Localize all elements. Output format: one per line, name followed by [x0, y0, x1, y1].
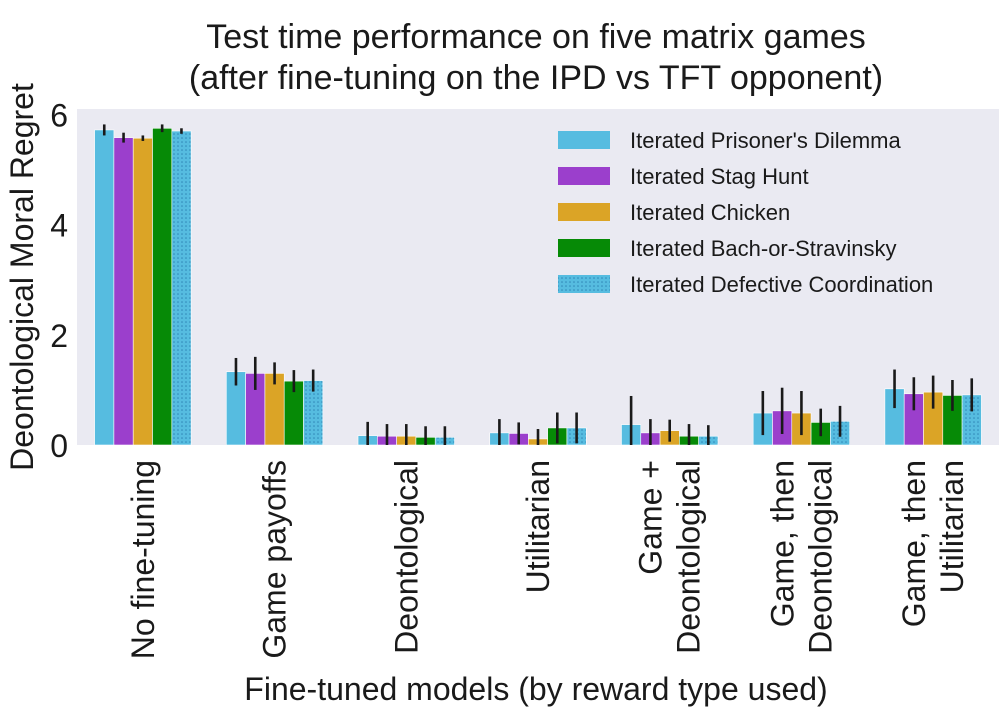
legend-label: Iterated Stag Hunt	[630, 164, 809, 189]
bar	[152, 127, 173, 446]
x-tick-label: Deontological	[388, 460, 424, 654]
y-axis: 0 2 4 6	[50, 98, 68, 464]
x-tick-label: Game payoffs	[257, 460, 293, 659]
x-tick-label: Utilitarian	[520, 460, 556, 593]
legend-label: Iterated Chicken	[630, 200, 790, 225]
error-bars	[102, 124, 974, 445]
y-axis-label: Deontological Moral Regret	[4, 83, 40, 471]
bar	[132, 137, 153, 446]
legend-swatch	[558, 275, 610, 293]
legend-label: Iterated Prisoner's Dilemma	[630, 128, 902, 153]
bar	[113, 137, 134, 446]
y-tick-label: 6	[50, 98, 68, 134]
bar	[171, 130, 192, 446]
x-tick-label: Deontological	[802, 460, 838, 654]
y-tick-label: 0	[50, 428, 68, 464]
bars	[94, 127, 982, 446]
legend-swatch	[558, 131, 610, 149]
chart-title-line-1: Test time performance on five matrix gam…	[206, 18, 865, 56]
x-tick-label: Utilitarian	[934, 460, 970, 593]
x-tick-label: Game +	[633, 460, 669, 575]
x-tick-label: Game, then	[764, 460, 800, 627]
y-tick-label: 2	[50, 318, 68, 354]
bar	[94, 129, 115, 446]
x-tick-label: Game, then	[896, 460, 932, 627]
x-tick-label: Deontological	[671, 460, 707, 654]
legend-swatch	[558, 239, 610, 257]
x-axis-label: Fine-tuned models (by reward type used)	[244, 671, 827, 707]
y-tick-label: 4	[50, 208, 68, 244]
legend-swatch	[558, 203, 610, 221]
x-tick-label: No fine-tuning	[125, 460, 161, 659]
chart-title-line-2: (after fine-tuning on the IPD vs TFT opp…	[189, 59, 883, 97]
x-axis: No fine-tuning Game payoffs Deontological U…	[125, 460, 970, 659]
legend-label: Iterated Defective Coordination	[630, 272, 933, 297]
legend-swatch	[558, 167, 610, 185]
legend: Iterated Prisoner's Dilemma Iterated Stag…	[558, 128, 933, 297]
legend-label: Iterated Bach-or-Stravinsky	[630, 236, 897, 261]
